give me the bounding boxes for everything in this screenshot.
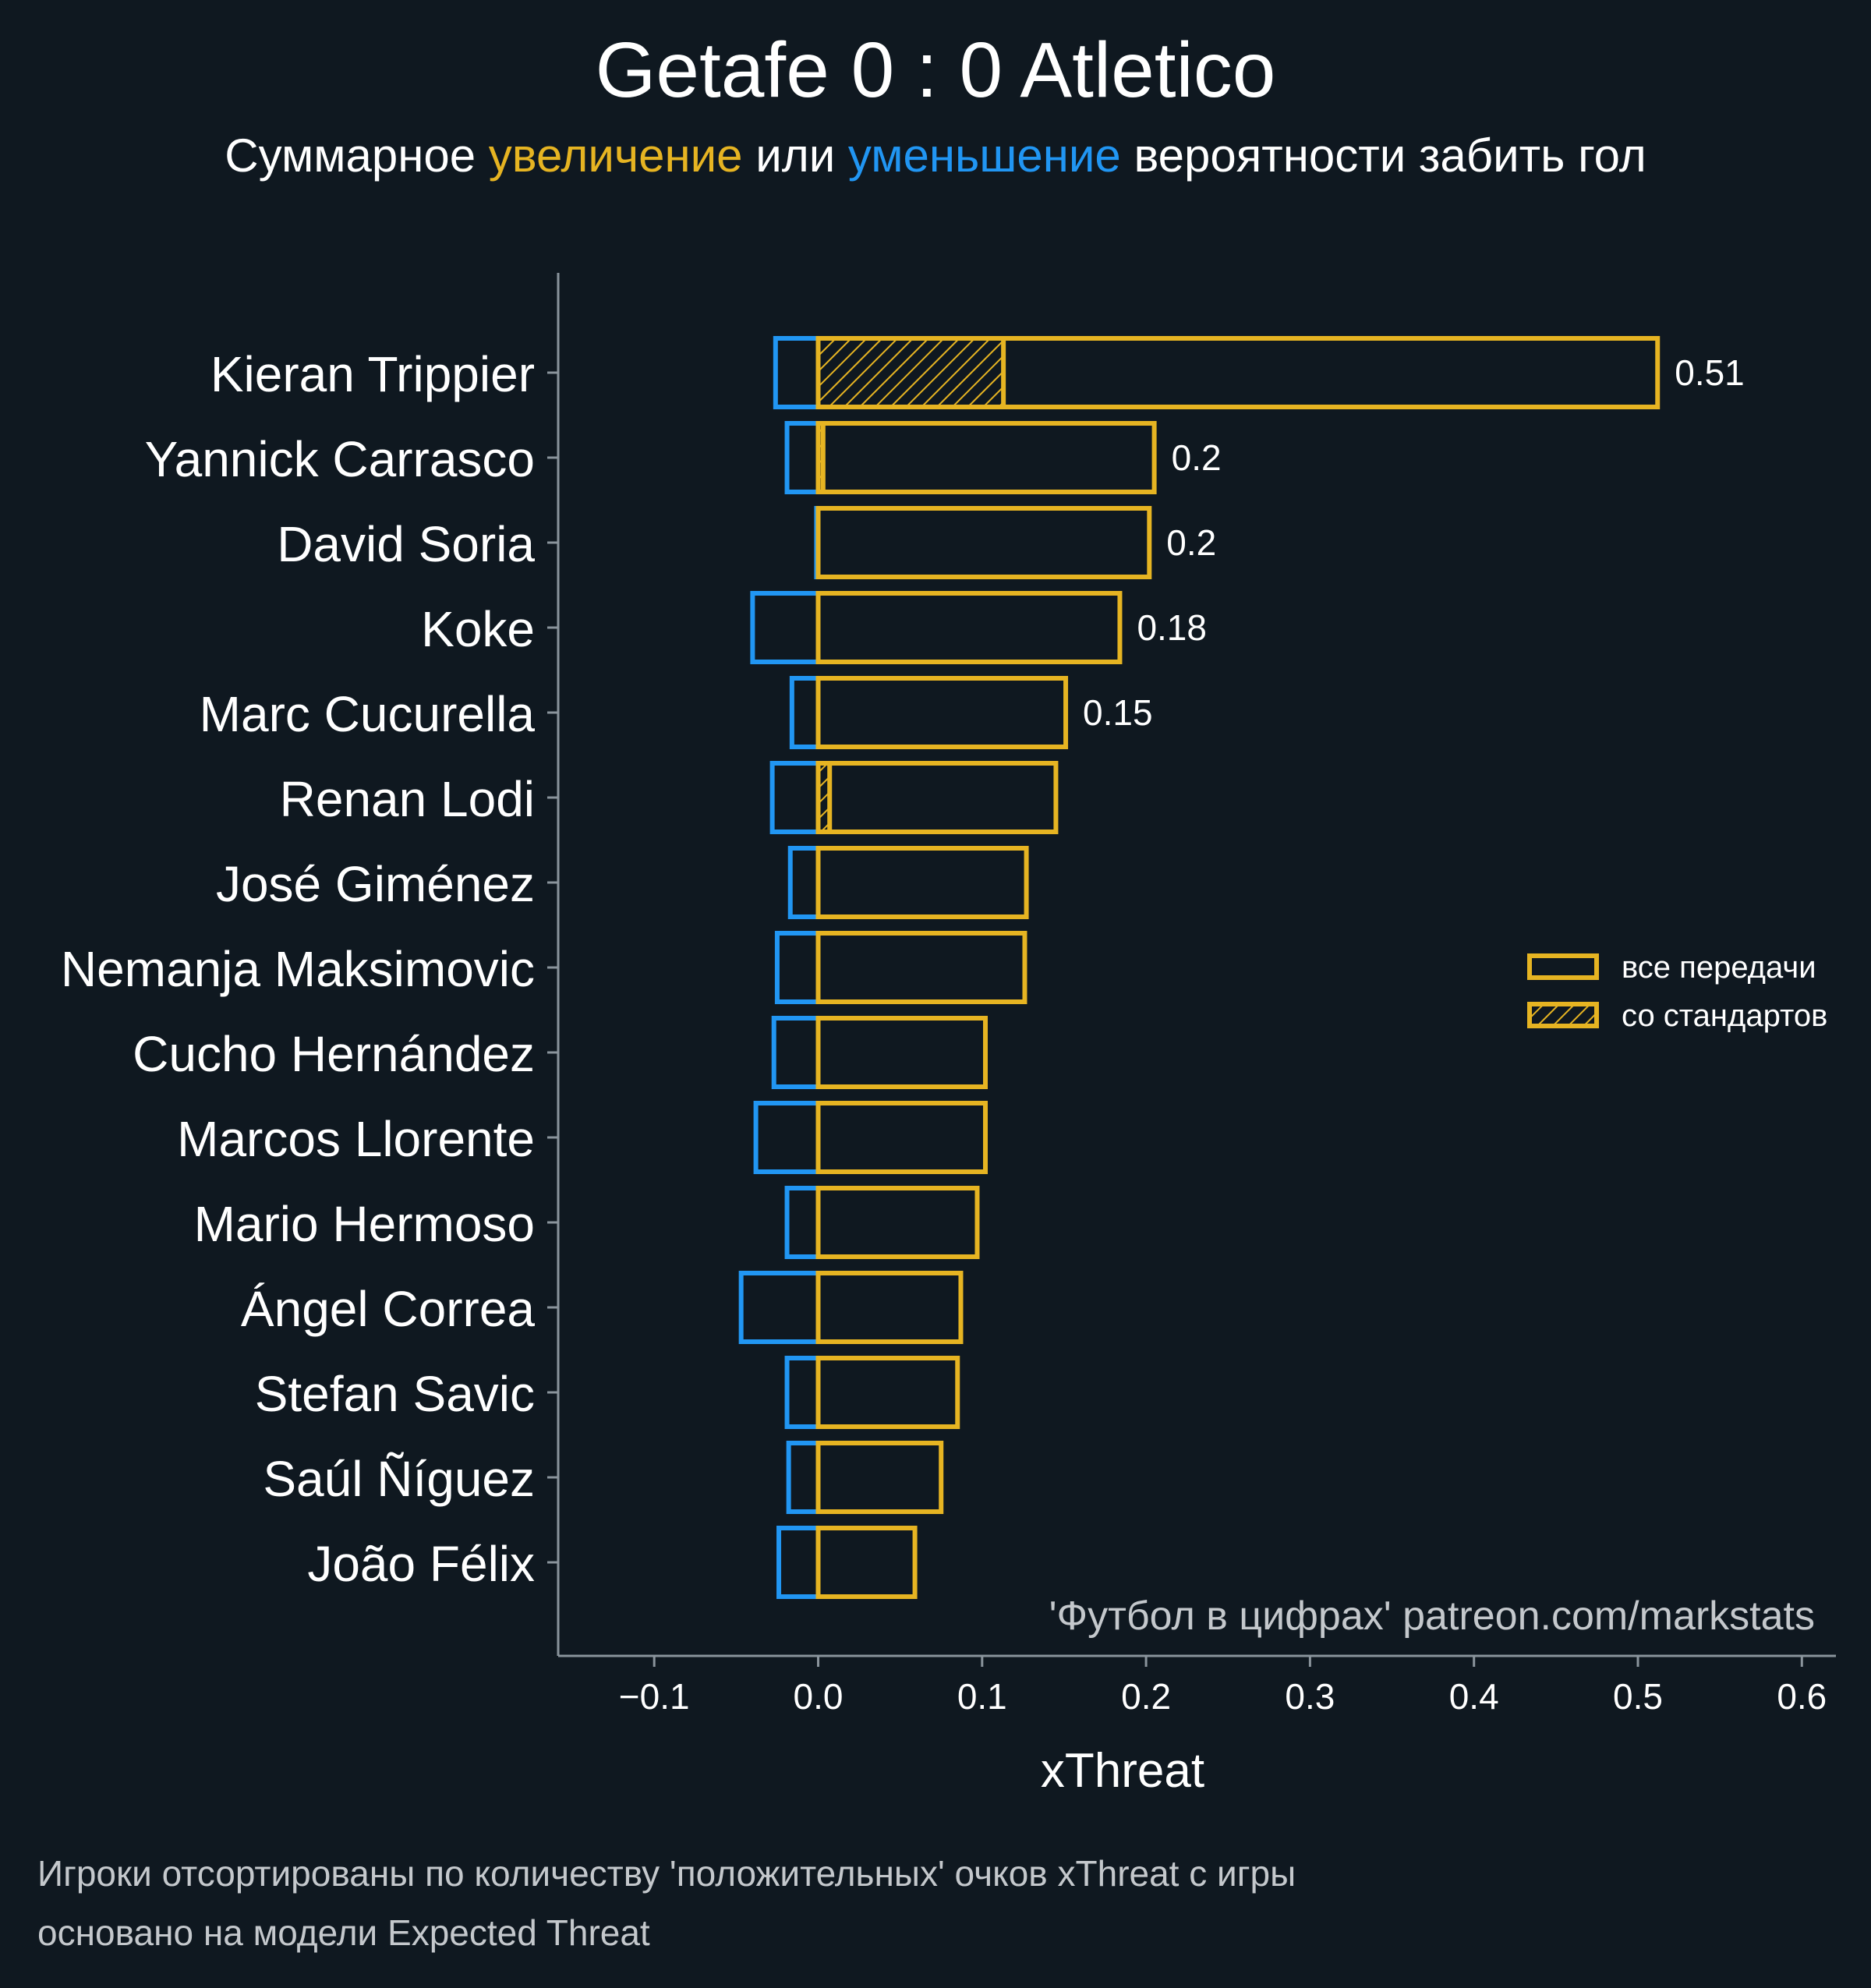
value-label: 0.2 — [1166, 522, 1216, 563]
y-tick-label: Renan Lodi — [280, 771, 535, 827]
x-axis-label: xThreat — [1041, 1744, 1204, 1798]
bar-positive — [815, 506, 1152, 579]
axes — [557, 273, 1836, 1657]
bar-set-piece — [815, 336, 1006, 409]
bar-positive — [815, 1441, 944, 1514]
bar-negative — [776, 1526, 821, 1599]
bar-positive — [815, 1526, 918, 1599]
footnote: Игроки отсортированы по количеству 'поло… — [37, 1844, 1753, 1962]
bar-set-piece — [815, 761, 833, 834]
y-tick-label: Marc Cucurella — [200, 686, 536, 742]
y-tick-label: Nemanja Maksimovic — [61, 941, 535, 997]
footnote-line-1: Игроки отсортированы по количеству 'поло… — [37, 1853, 1296, 1894]
value-label: 0.15 — [1083, 692, 1153, 733]
chart-subtitle: Суммарное увеличение или уменьшение веро… — [0, 125, 1871, 187]
y-tick-label: Koke — [421, 601, 535, 657]
legend-label-all-passes: все передачи — [1622, 950, 1816, 985]
legend-label-set-pieces: со стандартов — [1622, 999, 1827, 1033]
bar-negative — [784, 1186, 821, 1259]
bar-positive — [815, 931, 1027, 1004]
y-tick-label: Marcos Llorente — [177, 1111, 535, 1167]
bar-set-piece — [815, 421, 826, 494]
watermark: 'Футбол в цифрах' patreon.com/markstats — [1049, 1594, 1815, 1639]
y-tick-label: Cucho Hernández — [133, 1026, 535, 1082]
chart-title: Getafe 0 : 0 Atletico — [595, 27, 1276, 114]
subtitle-increase: увеличение — [488, 129, 743, 182]
y-tick-label: João Félix — [307, 1536, 535, 1592]
bar-positive — [815, 1271, 964, 1344]
set-piece-bars — [815, 336, 1006, 834]
x-tick-labels: −0.1 0.0 0.1 0.2 0.3 0.4 0.5 0.6 — [619, 1656, 1827, 1717]
y-tick-label: David Soria — [277, 516, 535, 572]
footnote-line-2: основано на модели Expected Threat — [37, 1912, 650, 1953]
bar-negative — [738, 1271, 821, 1344]
legend-swatch-all-passes — [1527, 953, 1599, 980]
bar-positive — [815, 1186, 980, 1259]
x-tick-label: 0.1 — [957, 1676, 1007, 1717]
y-tick-label: Mario Hermoso — [194, 1196, 535, 1252]
bar-negative — [771, 1016, 821, 1089]
bar-negative — [753, 1101, 821, 1174]
x-tick-label: 0.2 — [1121, 1676, 1171, 1717]
bar-negative — [769, 761, 821, 834]
subtitle-middle: или — [755, 129, 836, 182]
y-tick-label: Saúl Ñíguez — [263, 1451, 535, 1507]
subtitle-suffix: вероятности забить гол — [1134, 129, 1646, 182]
bar-negative — [773, 336, 821, 409]
negative-bars — [738, 336, 821, 1599]
y-tick-label: Kieran Trippier — [210, 346, 535, 402]
y-tick-label: José Giménez — [216, 856, 535, 912]
bar-positive — [815, 761, 1059, 834]
bar-negative — [784, 421, 821, 494]
value-label: 0.51 — [1675, 352, 1745, 393]
x-tick-label: 0.6 — [1777, 1676, 1827, 1717]
bar-negative — [784, 1356, 821, 1429]
bar-negative — [787, 846, 821, 919]
legend-swatch-set-pieces — [1527, 1002, 1599, 1028]
bar-negative — [789, 676, 821, 749]
bar-negative — [786, 1441, 821, 1514]
y-tick-label: Ángel Correa — [241, 1281, 536, 1337]
bar-negative — [750, 591, 821, 664]
value-labels: 0.51 0.2 0.2 0.18 0.15 — [1083, 352, 1745, 733]
x-tick-label: 0.4 — [1449, 1676, 1499, 1717]
bar-negative — [774, 931, 821, 1004]
value-label: 0.2 — [1172, 437, 1222, 478]
x-tick-label: 0.3 — [1285, 1676, 1335, 1717]
bar-positive — [815, 676, 1069, 749]
subtitle-decrease: уменьшение — [847, 129, 1121, 182]
bar-positive — [815, 1356, 960, 1429]
bar-positive — [815, 421, 1157, 494]
x-tick-label: 0.5 — [1613, 1676, 1663, 1717]
bar-positive — [815, 1016, 989, 1089]
bar-positive — [815, 1101, 989, 1174]
y-tick-labels: Kieran Trippier Yannick Carrasco David Sor… — [61, 346, 558, 1592]
y-tick-label: Yannick Carrasco — [145, 431, 535, 487]
x-tick-label: −0.1 — [619, 1676, 690, 1717]
bar-positive — [815, 591, 1123, 664]
subtitle-prefix: Суммарное — [225, 129, 476, 182]
value-label: 0.18 — [1137, 607, 1207, 648]
y-tick-label: Stefan Savic — [255, 1366, 535, 1422]
x-tick-label: 0.0 — [794, 1676, 844, 1717]
bar-positive — [815, 846, 1029, 919]
legend: все передачи со стандартов — [1527, 950, 1827, 1033]
